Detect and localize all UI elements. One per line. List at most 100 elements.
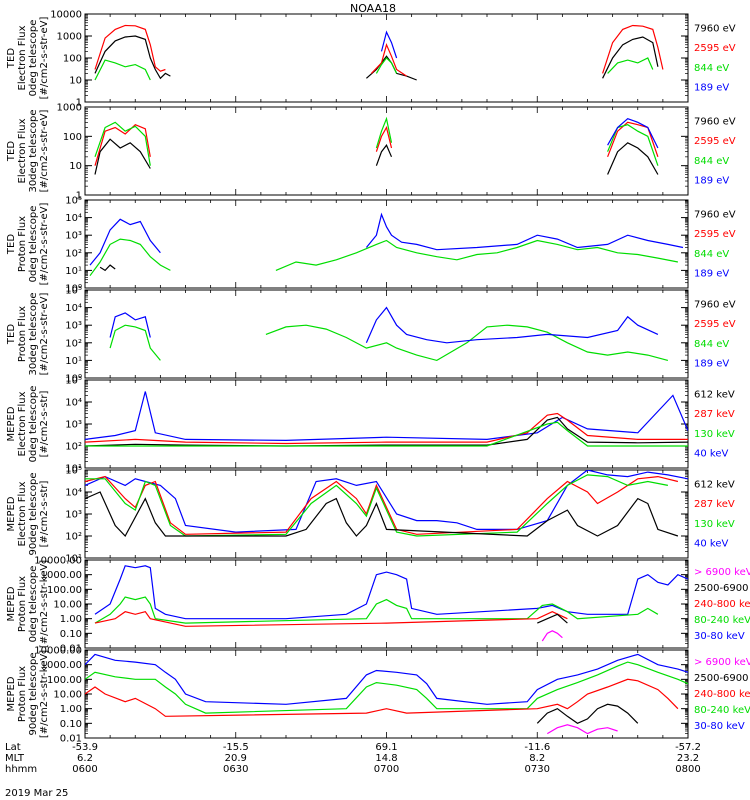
series-line-189-ev	[365, 212, 684, 251]
series-group	[94, 24, 664, 81]
y-tick-label: 10¹	[65, 464, 82, 475]
series-line-844-ev	[607, 57, 654, 74]
y-axis-label-line: MEPED	[6, 676, 17, 711]
y-axis-label-line: 90deg telescope	[28, 652, 39, 735]
series-line-7960-ev	[366, 55, 417, 81]
series-group	[85, 653, 688, 735]
y-tick-label: 1	[76, 191, 82, 202]
x-tick-label: 23.2	[677, 753, 699, 764]
y-tick-label: 10000.00	[34, 556, 82, 567]
series-line-844-ev	[375, 116, 393, 149]
legend-entry: 240-800 keV	[694, 689, 750, 700]
panel-3: 10⁰ 10¹ 10² 10³ 10⁴ 10⁵ TED Proton Flux 0deg tel…	[6, 196, 736, 295]
series-line-30-80-kev	[85, 653, 688, 705]
series-line-240-800-kev	[94, 611, 568, 627]
y-axis-label-line: 0deg telescope	[28, 20, 39, 97]
date-label: 2019 Mar 25	[5, 788, 68, 799]
series-line--6900-kev	[541, 630, 563, 642]
y-axis-label-line: [#/cm2-s-str-eV]	[39, 203, 50, 286]
y-axis-label-line: 30deg telescope	[28, 292, 39, 375]
legend-entry: 7960 eV	[694, 300, 736, 311]
y-tick-label: 10	[69, 76, 82, 87]
panel-8: 0.01 0.10 1.00 10.00 100.00 1000.00 10000.00 ME…	[6, 646, 750, 745]
series-line-240-800-kev	[85, 678, 679, 717]
series-line-844-ev	[94, 121, 151, 166]
y-axis-label-line: MEPED	[6, 586, 17, 621]
y-axis-label-line: TED	[6, 324, 17, 345]
y-tick-label: 0.10	[60, 629, 82, 640]
legend-entry: 80-240 keV	[694, 615, 750, 626]
y-axis-label-line: 0deg telescope	[28, 566, 39, 643]
series-line-844-ev	[375, 57, 398, 74]
y-tick-label: 10⁴	[65, 488, 82, 499]
y-tick-label: 1	[76, 98, 82, 109]
x-tick-label: -15.5	[223, 742, 249, 753]
series-line-189-ev	[365, 306, 659, 344]
y-axis-label-line: MEPED	[6, 406, 17, 441]
series-line-287-kev	[85, 475, 679, 535]
y-axis-label-line: TED	[6, 48, 17, 69]
y-tick-label: 1000	[57, 103, 82, 114]
y-axis-label-line: Electron Flux	[17, 25, 28, 90]
legend-entry: 844 eV	[694, 339, 729, 350]
legend-entry: 844 eV	[694, 249, 729, 260]
series-line-7960-ev	[99, 264, 116, 272]
y-tick-label: 100.00	[47, 585, 82, 596]
legend-entry: 612 keV	[694, 390, 735, 401]
series-line-7960-ev	[607, 142, 659, 175]
series-line-2595-ev	[94, 24, 166, 72]
y-tick-label: 10⁵	[65, 196, 82, 207]
series-line-30-80-kev	[94, 565, 688, 620]
legend-entry: 612 keV	[694, 480, 735, 491]
x-tick-label: 8.2	[529, 753, 545, 764]
y-tick-label: 10⁰	[65, 374, 82, 385]
x-row-label: Lat	[5, 742, 21, 753]
y-tick-label: 100	[63, 54, 82, 65]
y-tick-label: 10¹	[65, 266, 82, 277]
x-tick-label: 6.2	[77, 753, 93, 764]
legend-entry: 287 keV	[694, 499, 735, 510]
y-tick-label: 10³	[65, 231, 82, 242]
y-axis-label-line: Electron Flux	[17, 118, 28, 183]
legend-entry: 2500-6900	[694, 673, 749, 684]
y-tick-label: 10³	[65, 420, 82, 431]
legend-entry: 30-80 keV	[694, 631, 745, 642]
series-line-2595-ev	[375, 125, 393, 152]
series-line-2595-ev	[370, 43, 407, 77]
y-axis-label-line: 0deg telescope	[28, 386, 39, 463]
y-axis-label-line: [#/cm2-s-str]	[39, 480, 50, 547]
y-tick-label: 10¹	[65, 554, 82, 565]
series-group	[109, 306, 669, 362]
series-line-130-kev	[85, 421, 688, 447]
y-tick-label: 100	[63, 132, 82, 143]
panel-5: 10¹ 10² 10³ 10⁴ 10⁵ MEPED Electron Flux 0deg te…	[6, 376, 735, 475]
panel-frame	[84, 469, 689, 559]
series-group	[85, 470, 688, 538]
legend-entry: 130 keV	[694, 519, 735, 530]
panel-6: 10¹ 10² 10³ 10⁴ 10⁵ MEPED Electron Flux 90deg t…	[6, 466, 735, 565]
y-tick-label: 10⁴	[65, 398, 82, 409]
y-tick-label: 10²	[65, 442, 82, 453]
series-line-612-kev	[85, 416, 688, 447]
y-tick-label: 10.00	[53, 600, 82, 611]
x-tick-label: 0600	[72, 764, 97, 775]
y-axis-label-line: Electron Flux	[17, 391, 28, 456]
y-axis-label-line: TED	[6, 234, 17, 255]
y-tick-label: 10³	[65, 321, 82, 332]
legend-entry: 287 keV	[694, 409, 735, 420]
series-line-130-kev	[85, 474, 669, 537]
y-axis-label-line: [#/cm2-s-str]	[39, 390, 50, 457]
legend-entry: 40 keV	[694, 538, 728, 549]
chart-title: NOAA18	[350, 2, 396, 15]
y-tick-label: 10⁵	[65, 376, 82, 387]
x-tick-label: 0700	[374, 764, 399, 775]
x-tick-label: 14.8	[375, 753, 397, 764]
series-line-40-kev	[85, 470, 688, 533]
x-row-label: hhmm	[5, 764, 37, 775]
panel-frame	[84, 289, 689, 379]
series-line-189-ev	[109, 312, 151, 338]
y-tick-label: 10⁵	[65, 466, 82, 477]
legend-entry: 2595 eV	[694, 136, 736, 147]
legend-entry: 189 eV	[694, 268, 729, 279]
